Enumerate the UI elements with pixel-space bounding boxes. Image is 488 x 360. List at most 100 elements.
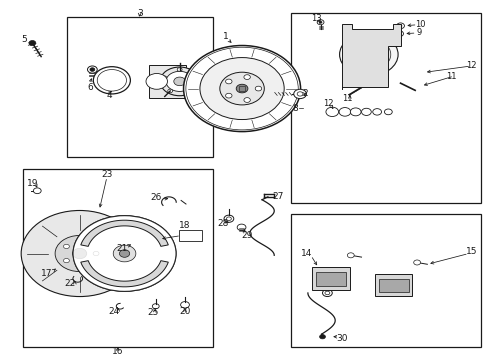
Polygon shape [81,220,168,246]
Text: 23: 23 [101,170,112,179]
Text: 21: 21 [116,244,127,253]
Circle shape [200,58,284,120]
Polygon shape [149,65,185,98]
Circle shape [319,334,325,339]
Text: 11: 11 [341,94,351,103]
Bar [378,279,408,292]
Text: 5: 5 [21,35,27,44]
Circle shape [339,33,397,76]
Text: 12: 12 [465,61,475,70]
Circle shape [173,77,185,86]
Circle shape [317,20,324,25]
Text: 19: 19 [26,179,38,188]
Text: 27: 27 [271,192,283,201]
Circle shape [224,215,233,222]
Circle shape [396,23,404,29]
Text: 9: 9 [416,28,421,37]
Text: 17: 17 [41,269,52,278]
Circle shape [338,108,350,116]
Circle shape [244,75,250,80]
Circle shape [185,47,298,130]
Circle shape [255,86,261,91]
Text: 4: 4 [106,91,112,100]
Text: 24: 24 [108,307,119,316]
Circle shape [73,216,176,291]
Polygon shape [341,24,400,89]
Circle shape [81,263,87,267]
Circle shape [81,240,87,244]
Circle shape [152,304,159,309]
FancyBboxPatch shape [374,274,411,296]
Bar [315,272,346,286]
Circle shape [361,108,370,116]
Circle shape [93,67,130,94]
Circle shape [372,109,381,115]
Circle shape [87,66,97,73]
Circle shape [146,73,167,89]
Circle shape [177,68,182,71]
Circle shape [398,25,401,27]
Circle shape [73,248,86,259]
Circle shape [55,235,104,271]
Circle shape [21,211,138,297]
Circle shape [165,71,193,91]
Text: 2: 2 [302,89,307,98]
Circle shape [413,260,420,265]
Circle shape [384,109,391,115]
Circle shape [167,89,172,93]
Text: 13: 13 [310,14,321,23]
Circle shape [325,291,329,295]
Text: 25: 25 [147,308,158,317]
Bar [178,230,202,241]
Text: 28: 28 [216,219,228,228]
Text: 16: 16 [112,347,123,356]
Circle shape [97,69,126,91]
Text: 18: 18 [179,221,190,230]
Circle shape [192,76,197,80]
Circle shape [325,107,338,117]
Circle shape [397,32,401,35]
Text: 8: 8 [292,104,298,113]
Circle shape [63,258,69,263]
Circle shape [180,302,189,308]
Text: 6: 6 [87,82,93,91]
Bar [66,17,212,157]
Text: 1: 1 [223,32,228,41]
Circle shape [349,108,360,116]
Circle shape [225,79,231,84]
Circle shape [225,93,231,98]
Text: 20: 20 [179,307,190,316]
Bar [290,13,480,203]
Text: 14: 14 [301,249,312,258]
Circle shape [186,89,191,93]
Circle shape [113,245,136,262]
Text: 11: 11 [446,72,456,81]
Text: 10: 10 [414,19,425,28]
Text: 22: 22 [64,279,76,288]
Text: 30: 30 [336,334,347,343]
Circle shape [346,253,353,258]
Circle shape [319,21,322,23]
Circle shape [73,216,176,291]
Circle shape [119,250,129,257]
Circle shape [90,68,95,71]
Circle shape [297,92,303,96]
Circle shape [236,84,247,93]
Text: 26: 26 [150,193,161,202]
FancyBboxPatch shape [311,267,349,290]
Circle shape [293,89,306,99]
Circle shape [237,224,245,230]
Circle shape [29,41,36,45]
Circle shape [93,251,99,256]
Circle shape [162,76,166,80]
Bar [239,86,244,91]
Circle shape [226,217,231,221]
Circle shape [244,98,250,102]
Text: 12: 12 [323,99,333,108]
Circle shape [322,289,331,297]
Circle shape [346,39,390,71]
Circle shape [33,188,41,194]
Text: 29: 29 [241,231,252,240]
Bar [290,214,480,347]
Text: 3: 3 [137,9,142,18]
